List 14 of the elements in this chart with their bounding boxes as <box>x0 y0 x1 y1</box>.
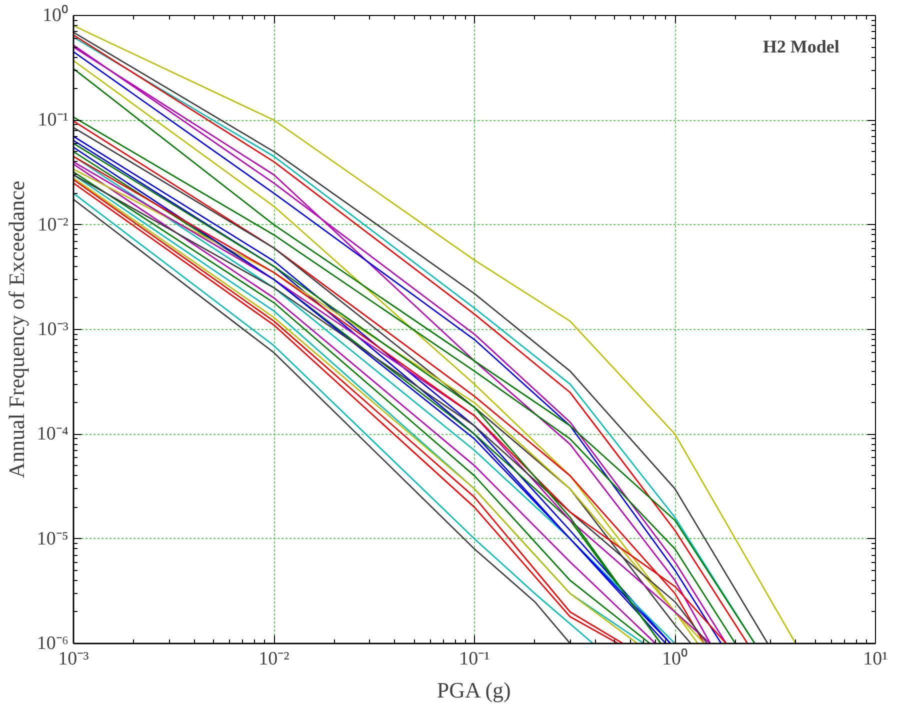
x-axis-title: PGA (g) <box>436 678 511 702</box>
x-tick-label: 10⁰ <box>662 648 688 670</box>
y-tick-label: 10⁻² <box>38 214 69 236</box>
annotation: H2 Model <box>762 36 840 56</box>
x-tick-label: 10⁻¹ <box>459 648 490 670</box>
x-tick-label: 10¹ <box>863 648 888 670</box>
y-tick-label: 10⁻³ <box>38 319 69 340</box>
y-tick-label: 10⁻⁴ <box>36 424 69 445</box>
y-axis-title: Annual Frequency of Exceedance <box>4 180 29 478</box>
x-tick-label: 10⁻³ <box>58 648 90 670</box>
x-tick-label: 10⁻² <box>258 648 290 670</box>
y-tick-label: 10⁰ <box>42 4 68 26</box>
y-tick-label: 10⁻⁵ <box>36 528 68 550</box>
y-tick-label: 10⁻¹ <box>38 110 69 131</box>
